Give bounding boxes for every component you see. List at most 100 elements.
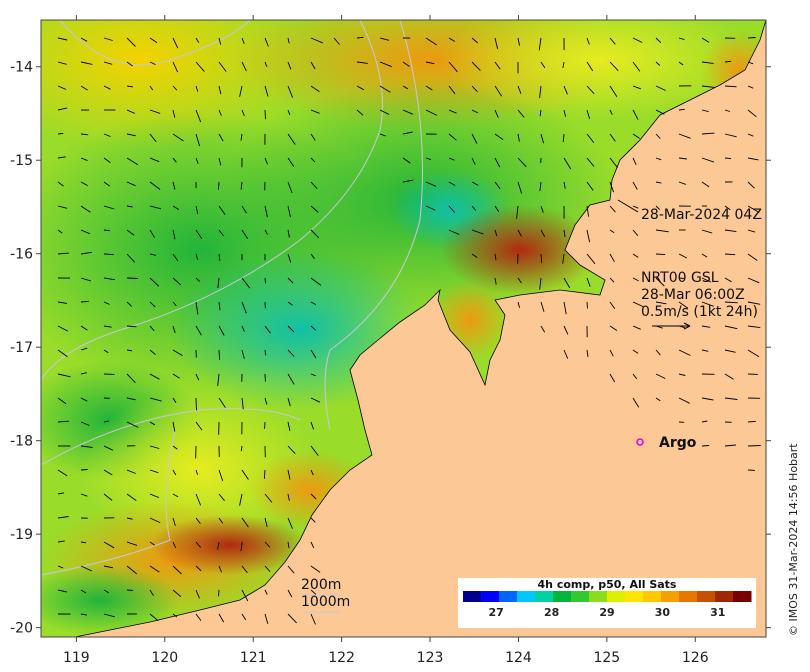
current-vector xyxy=(80,85,88,91)
current-vector xyxy=(218,325,225,336)
current-vector xyxy=(655,181,662,184)
current-vector xyxy=(747,181,755,189)
current-vector xyxy=(149,445,160,449)
current-vector xyxy=(609,37,616,45)
current-vector xyxy=(678,37,685,41)
current-vector xyxy=(655,37,662,44)
current-vector xyxy=(425,37,438,46)
current-vector xyxy=(57,252,70,255)
current-vector xyxy=(586,85,595,95)
current-vector xyxy=(310,109,320,114)
current-vector xyxy=(586,37,590,45)
current-vector xyxy=(218,565,223,573)
current-vector xyxy=(632,373,638,380)
current-vector xyxy=(239,493,243,506)
current-vector xyxy=(701,157,715,163)
current-vector xyxy=(310,253,315,259)
current-vector xyxy=(494,109,499,118)
current-vector xyxy=(724,397,738,400)
current-vector xyxy=(80,541,87,544)
current-vector xyxy=(57,107,68,111)
current-vector xyxy=(632,253,639,258)
current-vector xyxy=(563,85,568,95)
colorbar-tick-label: 30 xyxy=(655,606,671,619)
current-vector xyxy=(310,541,315,549)
current-vector xyxy=(287,517,293,529)
current-vector xyxy=(471,37,479,44)
current-vector xyxy=(632,181,638,190)
current-vector xyxy=(126,397,136,401)
current-vector xyxy=(264,277,267,284)
current-vector xyxy=(540,229,546,238)
current-vector xyxy=(195,469,199,475)
current-vector xyxy=(241,349,245,359)
current-vector xyxy=(172,541,177,549)
current-vector xyxy=(701,301,714,307)
current-vector xyxy=(149,613,159,622)
current-vector xyxy=(678,108,685,111)
current-vector xyxy=(632,229,639,236)
current-vector xyxy=(609,325,618,331)
current-vector xyxy=(103,541,115,549)
current-vector xyxy=(609,277,615,283)
current-vector xyxy=(172,85,178,91)
current-vector xyxy=(586,229,591,243)
current-vector xyxy=(240,445,243,452)
current-vector xyxy=(632,397,640,408)
current-vector xyxy=(448,157,455,161)
current-vector xyxy=(586,181,594,191)
current-vector xyxy=(80,372,87,375)
current-vector xyxy=(149,277,160,287)
current-vector xyxy=(149,301,156,308)
current-vector xyxy=(263,469,266,479)
current-vector xyxy=(80,300,89,303)
current-vector xyxy=(678,301,689,309)
colorbar-swatch xyxy=(463,591,482,602)
current-vector xyxy=(586,133,595,143)
current-vector xyxy=(402,179,414,183)
colorbar-swatch xyxy=(481,591,500,602)
current-vector xyxy=(195,373,200,381)
current-vector xyxy=(287,277,294,284)
current-vector xyxy=(172,469,177,476)
current-vector xyxy=(562,253,565,264)
current-vector xyxy=(701,253,708,258)
current-vector xyxy=(494,205,500,213)
current-vector xyxy=(103,205,115,210)
current-vector xyxy=(80,277,92,282)
current-vector xyxy=(448,133,457,141)
current-vector xyxy=(264,565,271,573)
current-vector xyxy=(126,205,133,208)
current-vector xyxy=(57,205,68,209)
current-vector xyxy=(310,565,321,573)
current-vector xyxy=(126,493,137,501)
current-vector xyxy=(678,133,691,139)
current-vector xyxy=(126,37,136,47)
current-vector xyxy=(655,397,661,402)
current-vector xyxy=(172,349,183,356)
current-vector xyxy=(655,61,661,66)
colorbar-swatch xyxy=(625,591,644,602)
current-vector xyxy=(287,61,292,70)
current-vector xyxy=(149,421,156,426)
current-vector xyxy=(195,397,197,411)
lon-tick-label: 123 xyxy=(417,650,444,666)
current-vector xyxy=(80,61,93,65)
current-vector xyxy=(747,61,754,65)
current-vector xyxy=(632,85,641,90)
current-vector xyxy=(195,565,202,572)
current-vector xyxy=(57,349,68,358)
current-vector xyxy=(494,253,497,261)
colorbar-swatch xyxy=(661,591,680,602)
current-vector xyxy=(80,469,88,471)
current-vector xyxy=(310,205,319,213)
current-vector xyxy=(402,85,409,90)
colorbar-background xyxy=(458,578,756,628)
current-vector xyxy=(632,109,639,120)
current-vector xyxy=(724,85,737,88)
current-vector xyxy=(655,85,666,91)
argo-float-marker[interactable] xyxy=(636,438,644,446)
current-vector xyxy=(264,109,266,120)
current-vector xyxy=(172,301,177,307)
current-vector xyxy=(57,37,68,41)
